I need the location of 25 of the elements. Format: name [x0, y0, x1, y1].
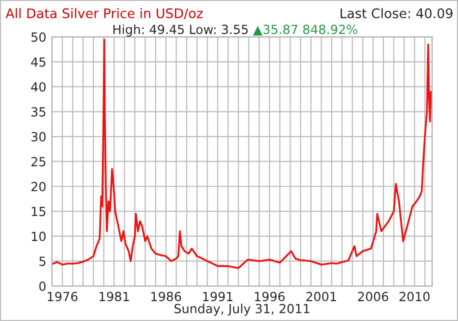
text: ▲35.87 848.92%: [252, 24, 358, 36]
y-tick-label: 30: [31, 132, 46, 142]
y-tick-label: 25: [31, 156, 46, 166]
y-tick-label: 0: [39, 281, 46, 291]
y-tick-label: 40: [31, 82, 46, 92]
text: Last Close: 40.09: [340, 8, 452, 18]
chart-title: All Data Silver Price in USD/oz: [6, 8, 203, 20]
x-tick-label: 1981: [100, 292, 129, 302]
y-tick-label: 35: [31, 107, 46, 117]
x-tick-label: 1996: [254, 292, 285, 302]
y-tick-label: 15: [32, 206, 46, 216]
y-tick-label: 5: [39, 256, 46, 266]
x-tick-label: 1986: [151, 292, 182, 302]
x-tick-label: 2006: [358, 292, 388, 302]
y-tick-label: 45: [31, 57, 46, 67]
x-tick-label: 2001: [306, 292, 336, 302]
y-tick-label: 50: [31, 32, 46, 42]
x-tick-label: 1976: [48, 292, 78, 302]
x-tick-label: 2010: [400, 292, 430, 302]
x-axis-title: Sunday, July 31, 2011: [174, 304, 310, 316]
y-tick-label: 20: [31, 182, 46, 192]
y-tick-label: 10: [32, 232, 46, 242]
x-tick-label: 1991: [203, 292, 232, 302]
line-series: [52, 38, 432, 269]
chart-subtitle: High: 49.45 Low: 3.55: [113, 24, 248, 37]
